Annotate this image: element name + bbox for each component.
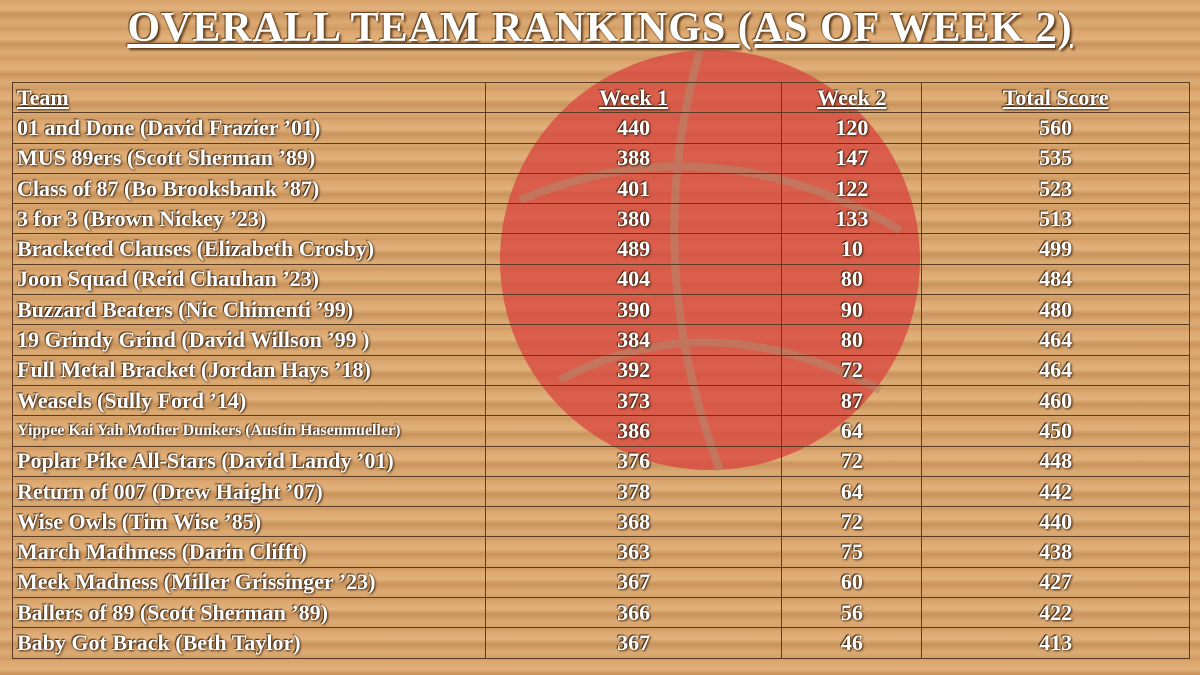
team-name: Weasels (Sully Ford ’14) [12, 384, 486, 417]
column-header: Team [12, 81, 486, 114]
score-cell: 560 [921, 112, 1190, 144]
score-cell: 499 [921, 233, 1190, 265]
score-cell: 366 [484, 597, 783, 629]
score-cell: 438 [921, 536, 1190, 568]
score-cell: 427 [921, 566, 1190, 599]
score-cell: 64 [781, 475, 923, 508]
table-row: Full Metal Bracket (Jordan Hays ’18) 392 7… [12, 354, 1190, 386]
table-row: Return of 007 (Drew Haight ’07) 378 64 442 [12, 475, 1190, 508]
table-row: Meek Madness (Miller Grissinger ’23) 367 6… [12, 566, 1190, 599]
team-name: Poplar Pike All-Stars (David Landy ’01) [12, 445, 486, 477]
score-cell: 56 [781, 597, 923, 629]
score-cell: 401 [484, 172, 783, 205]
score-cell: 147 [781, 142, 923, 174]
team-name: Full Metal Bracket (Jordan Hays ’18) [12, 354, 486, 386]
score-cell: 72 [781, 354, 923, 386]
score-cell: 120 [781, 112, 923, 144]
score-cell: 72 [781, 506, 923, 538]
score-cell: 373 [484, 384, 783, 417]
team-name: Return of 007 (Drew Haight ’07) [12, 475, 486, 508]
column-header: Week 2 [781, 81, 923, 114]
table-row: Joon Squad (Reid Chauhan ’23) 404 80 484 [12, 263, 1190, 296]
score-cell: 440 [484, 112, 783, 144]
score-cell: 484 [921, 263, 1190, 296]
team-name: 01 and Done (David Frazier ’01) [12, 112, 486, 144]
score-cell: 440 [921, 506, 1190, 538]
score-cell: 80 [781, 324, 923, 356]
team-name: MUS 89ers (Scott Sherman ’89) [12, 142, 486, 174]
score-cell: 363 [484, 536, 783, 568]
score-cell: 480 [921, 294, 1190, 326]
team-name: Class of 87 (Bo Brooksbank ’87) [12, 172, 486, 205]
score-cell: 122 [781, 172, 923, 205]
table-row: Weasels (Sully Ford ’14) 373 87 460 [12, 384, 1190, 417]
score-cell: 464 [921, 354, 1190, 386]
score-cell: 388 [484, 142, 783, 174]
score-cell: 460 [921, 384, 1190, 417]
score-cell: 404 [484, 263, 783, 296]
table-row: 3 for 3 (Brown Nickey ’23) 380 133 513 [12, 203, 1190, 235]
score-cell: 10 [781, 233, 923, 265]
score-cell: 80 [781, 263, 923, 296]
score-cell: 376 [484, 445, 783, 477]
header-row: Team Week 1 Week 2 Total Score [12, 81, 1190, 114]
score-cell: 384 [484, 324, 783, 356]
score-cell: 489 [484, 233, 783, 265]
table-row: Wise Owls (Tim Wise ’85) 368 72 440 [12, 506, 1190, 538]
score-cell: 380 [484, 203, 783, 235]
table-row: 01 and Done (David Frazier ’01) 440 120 560 [12, 112, 1190, 144]
score-cell: 60 [781, 566, 923, 599]
team-name: Yippee Kai Yah Mother Dunkers (Austin Ha… [12, 415, 486, 447]
table-row: MUS 89ers (Scott Sherman ’89) 388 147 535 [12, 142, 1190, 174]
table-row: Yippee Kai Yah Mother Dunkers (Austin Ha… [12, 415, 1190, 447]
table-row: March Mathness (Darin Clifft) 363 75 438 [12, 536, 1190, 568]
score-cell: 448 [921, 445, 1190, 477]
score-cell: 64 [781, 415, 923, 447]
team-name: Bracketed Clauses (Elizabeth Crosby) [12, 233, 486, 265]
score-cell: 464 [921, 324, 1190, 356]
team-name: 3 for 3 (Brown Nickey ’23) [12, 203, 486, 235]
rankings-table: Team Week 1 Week 2 Total Score 01 and Done (… [12, 81, 1190, 659]
team-name: Meek Madness (Miller Grissinger ’23) [12, 566, 486, 599]
score-cell: 422 [921, 597, 1190, 629]
table-row: Bracketed Clauses (Elizabeth Crosby) 489 1… [12, 233, 1190, 265]
score-cell: 46 [781, 627, 923, 659]
table-row: 19 Grindy Grind (David Willson ’99 ) 384 8… [12, 324, 1190, 356]
column-header: Week 1 [484, 81, 783, 114]
score-cell: 390 [484, 294, 783, 326]
team-name: Baby Got Brack (Beth Taylor) [12, 627, 486, 659]
score-cell: 442 [921, 475, 1190, 508]
table-row: Baby Got Brack (Beth Taylor) 367 46 413 [12, 627, 1190, 659]
team-name: March Mathness (Darin Clifft) [12, 536, 486, 568]
team-name: Joon Squad (Reid Chauhan ’23) [12, 263, 486, 296]
score-cell: 72 [781, 445, 923, 477]
column-header: Total Score [921, 81, 1190, 114]
table-row: Poplar Pike All-Stars (David Landy ’01) 3… [12, 445, 1190, 477]
score-cell: 133 [781, 203, 923, 235]
score-cell: 513 [921, 203, 1190, 235]
score-cell: 386 [484, 415, 783, 447]
score-cell: 368 [484, 506, 783, 538]
table-row: Ballers of 89 (Scott Sherman ’89) 366 56 42… [12, 597, 1190, 629]
score-cell: 87 [781, 384, 923, 417]
table-row: Class of 87 (Bo Brooksbank ’87) 401 122 523 [12, 172, 1190, 205]
score-cell: 90 [781, 294, 923, 326]
score-cell: 450 [921, 415, 1190, 447]
score-cell: 378 [484, 475, 783, 508]
team-name: Buzzard Beaters (Nic Chimenti ’99) [12, 294, 486, 326]
team-name: Ballers of 89 (Scott Sherman ’89) [12, 597, 486, 629]
score-cell: 392 [484, 354, 783, 386]
score-cell: 523 [921, 172, 1190, 205]
team-name: Wise Owls (Tim Wise ’85) [12, 506, 486, 538]
table-row: Buzzard Beaters (Nic Chimenti ’99) 390 90 4… [12, 294, 1190, 326]
score-cell: 75 [781, 536, 923, 568]
score-cell: 535 [921, 142, 1190, 174]
title: OVERALL TEAM RANKINGS (AS OF WEEK 2) [127, 5, 1073, 51]
score-cell: 367 [484, 566, 783, 599]
team-name: 19 Grindy Grind (David Willson ’99 ) [12, 324, 486, 356]
score-cell: 413 [921, 627, 1190, 659]
score-cell: 367 [484, 627, 783, 659]
